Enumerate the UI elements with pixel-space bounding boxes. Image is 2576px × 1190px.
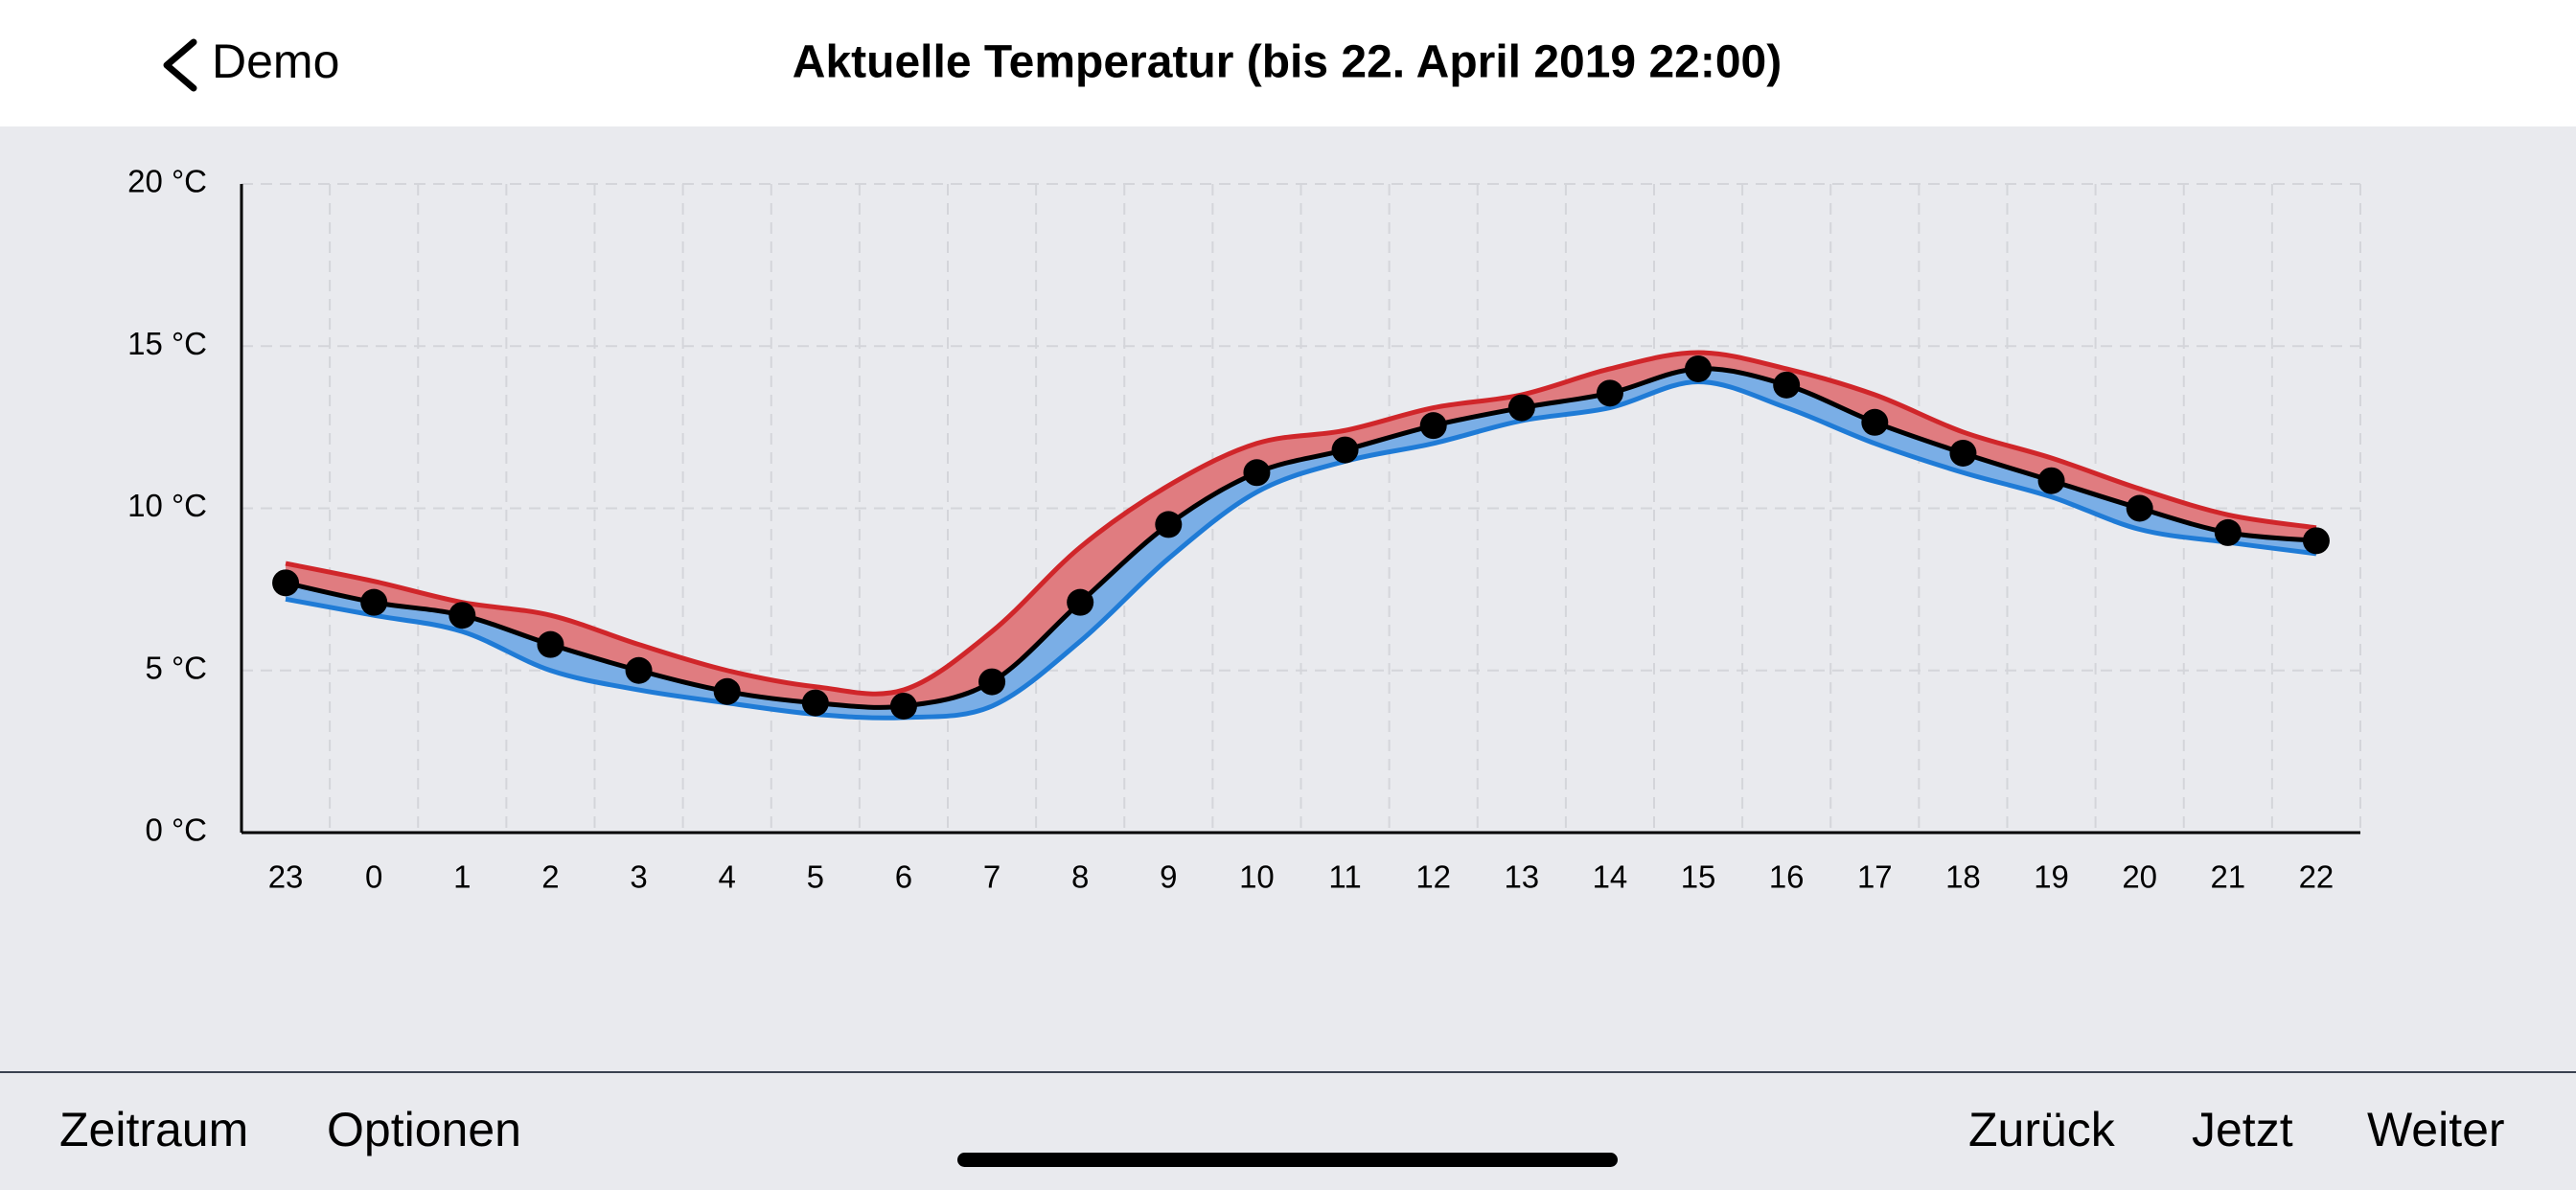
x-tick-label: 20 — [2122, 859, 2157, 895]
point — [1949, 439, 1977, 467]
point — [272, 569, 300, 597]
point — [1419, 412, 1447, 440]
x-tick-label: 18 — [1945, 859, 1981, 895]
line — [285, 350, 2317, 697]
back-chevron[interactable] — [163, 38, 197, 92]
point — [713, 677, 741, 705]
page-title: Aktuelle Temperatur (bis 22. April 2019 … — [793, 37, 1782, 88]
x-tick-label: 7 — [983, 859, 1000, 895]
x-tick-label: 5 — [807, 859, 824, 895]
point — [1507, 394, 1535, 422]
point — [978, 668, 1006, 696]
x-tick-label: 0 — [365, 859, 382, 895]
y-tick-label: 0 °C — [145, 812, 207, 848]
point — [625, 656, 653, 684]
x-tick-label: 15 — [1681, 859, 1716, 895]
nav-bar — [0, 0, 2576, 126]
x-tick-label: 1 — [453, 859, 471, 895]
point — [889, 692, 917, 720]
x-tick-label: 13 — [1504, 859, 1539, 895]
point — [1773, 371, 1801, 399]
x-tick-label: 22 — [2299, 859, 2334, 895]
point — [1067, 588, 1094, 616]
x-tick-label: 19 — [2034, 859, 2069, 895]
y-tick-label: 15 °C — [127, 326, 207, 361]
chart: 0 °C5 °C10 °C15 °C20 °C23 0 1 2 3 4 5 6 7 8 9 10 11 1… — [127, 164, 2361, 895]
toolbar-button[interactable]: Optionen — [327, 1103, 521, 1156]
point — [1155, 511, 1183, 538]
x-tick-label: 8 — [1071, 859, 1089, 895]
x-tick-label: 2 — [541, 859, 559, 895]
x-tick-label: 9 — [1160, 859, 1177, 895]
y-tick-label: 5 °C — [145, 650, 207, 685]
point — [1596, 379, 1623, 407]
x-tick-label: 14 — [1593, 859, 1628, 895]
point — [360, 588, 388, 616]
home-indicator — [957, 1153, 1618, 1167]
x-tick-label: 16 — [1769, 859, 1805, 895]
x-tick-label: 11 — [1328, 859, 1361, 895]
x-tick-label: 4 — [719, 859, 736, 895]
point — [1331, 436, 1359, 464]
point — [801, 689, 829, 717]
x-tick-label: 12 — [1415, 859, 1451, 895]
y-tick-label: 20 °C — [127, 164, 207, 199]
x-tick-label: 6 — [895, 859, 912, 895]
point — [2037, 467, 2065, 494]
toolbar-button[interactable]: Jetzt — [2192, 1103, 2293, 1156]
x-tick-label: 10 — [1239, 859, 1275, 895]
x-tick-label: 17 — [1857, 859, 1893, 895]
line — [285, 378, 2317, 721]
x-tick-label: 21 — [2210, 859, 2245, 895]
point — [1243, 459, 1271, 487]
point — [2126, 494, 2153, 522]
point — [537, 630, 564, 658]
toolbar-button[interactable]: Zeitraum — [59, 1103, 248, 1156]
point — [2214, 518, 2242, 546]
x-tick-label: 3 — [630, 859, 647, 895]
toolbar-button[interactable]: Weiter — [2367, 1103, 2505, 1156]
toolbar-button[interactable]: Zurück — [1968, 1103, 2116, 1156]
point — [2302, 527, 2330, 555]
y-tick-label: 10 °C — [127, 488, 207, 523]
x-tick-label: 23 — [268, 859, 304, 895]
point — [1861, 408, 1889, 436]
back-button[interactable]: Demo — [212, 34, 339, 88]
point — [1685, 355, 1713, 382]
point — [448, 602, 476, 629]
